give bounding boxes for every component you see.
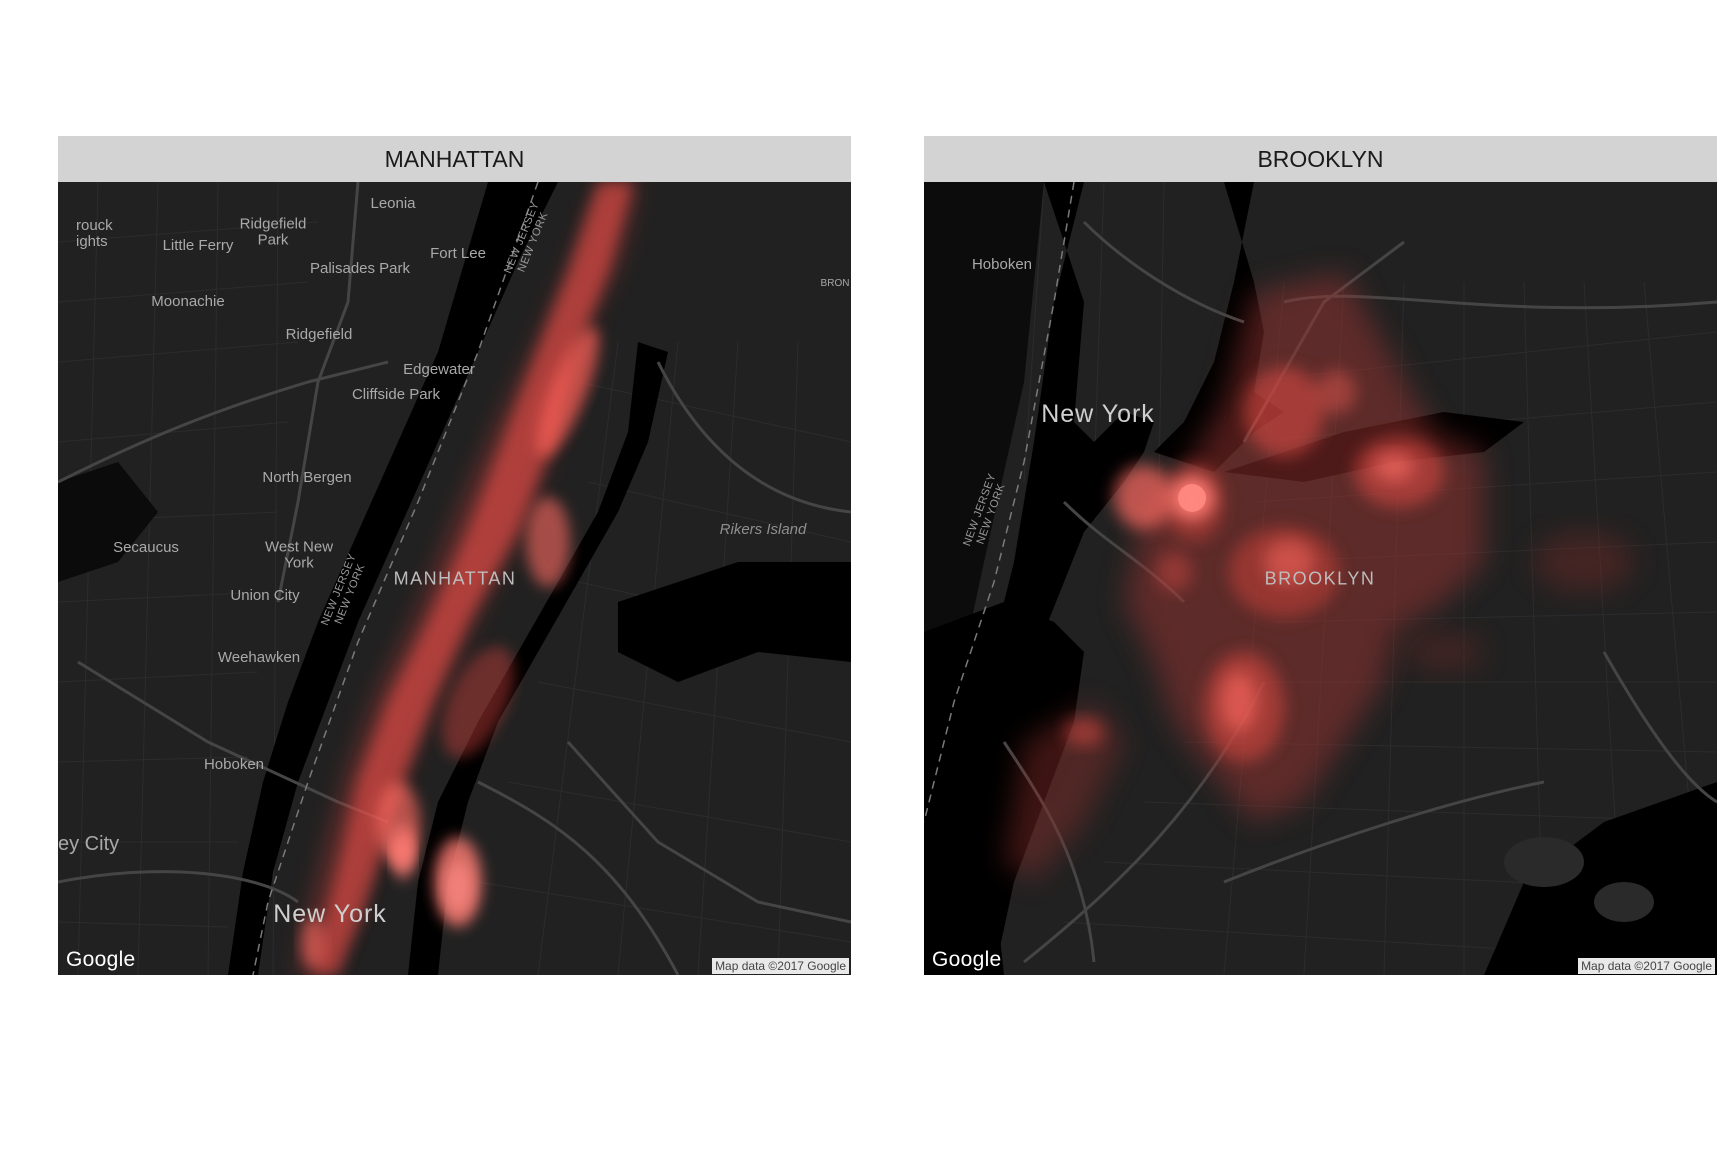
marsh-island [1594, 882, 1654, 922]
map-attribution[interactable]: Map data ©2017 Google [1578, 958, 1715, 974]
borough-label: MANHATTAN [393, 568, 517, 589]
brooklyn-panel: BROOKLYN [924, 136, 1717, 975]
bay-water [618, 562, 851, 682]
place-label: Moonachie [151, 293, 225, 311]
map-brooklyn[interactable]: Hoboken New York BROOKLYN NEW JERSEY NEW … [924, 182, 1717, 975]
place-label: Palisades Park [309, 260, 411, 278]
state-line [924, 182, 1075, 823]
place-label: Secaucus [113, 539, 179, 557]
google-logo: Google [66, 948, 136, 971]
place-label: ey City [58, 833, 120, 855]
place-label: Leonia [370, 195, 416, 213]
place-label: rouck ights [76, 217, 113, 250]
marsh-water [58, 462, 158, 582]
marsh-island [1504, 837, 1584, 887]
place-label: Ridgefield Park [239, 215, 307, 248]
hudson-river [228, 182, 558, 975]
map-base [924, 182, 1717, 975]
city-label: New York [273, 899, 387, 928]
place-label: Weehawken [217, 649, 301, 667]
place-label: Hoboken [971, 256, 1033, 274]
east-river [408, 342, 668, 975]
place-label: Edgewater [403, 361, 475, 379]
place-label: BRON [820, 277, 850, 289]
state-line [252, 182, 539, 975]
place-label: Hoboken [203, 756, 265, 774]
place-label: Fort Lee [430, 245, 486, 263]
place-label: North Bergen [262, 469, 352, 487]
manhattan-panel: MANHATTAN [58, 136, 851, 975]
jamaica-bay [1484, 782, 1717, 975]
map-base [58, 182, 851, 975]
place-label: Little Ferry [162, 237, 234, 255]
place-label: Cliffside Park [351, 386, 441, 404]
place-label: West New York [264, 538, 334, 571]
city-label: New York [1041, 399, 1155, 428]
upper-bay [924, 602, 1084, 975]
panel-title: MANHATTAN [58, 136, 851, 182]
map-manhattan[interactable]: rouck ights Ridgefield Park Leonia Little … [58, 182, 851, 975]
map-attribution[interactable]: Map data ©2017 Google [712, 958, 849, 974]
heat-density [298, 182, 638, 975]
place-label: Rikers Island [719, 521, 807, 539]
google-logo: Google [932, 948, 1002, 971]
panel-title: BROOKLYN [924, 136, 1717, 182]
place-label: Union City [230, 587, 300, 605]
place-label: Ridgefield [285, 326, 353, 344]
heat-density [1004, 272, 1634, 882]
borough-label: BROOKLYN [1264, 568, 1376, 589]
